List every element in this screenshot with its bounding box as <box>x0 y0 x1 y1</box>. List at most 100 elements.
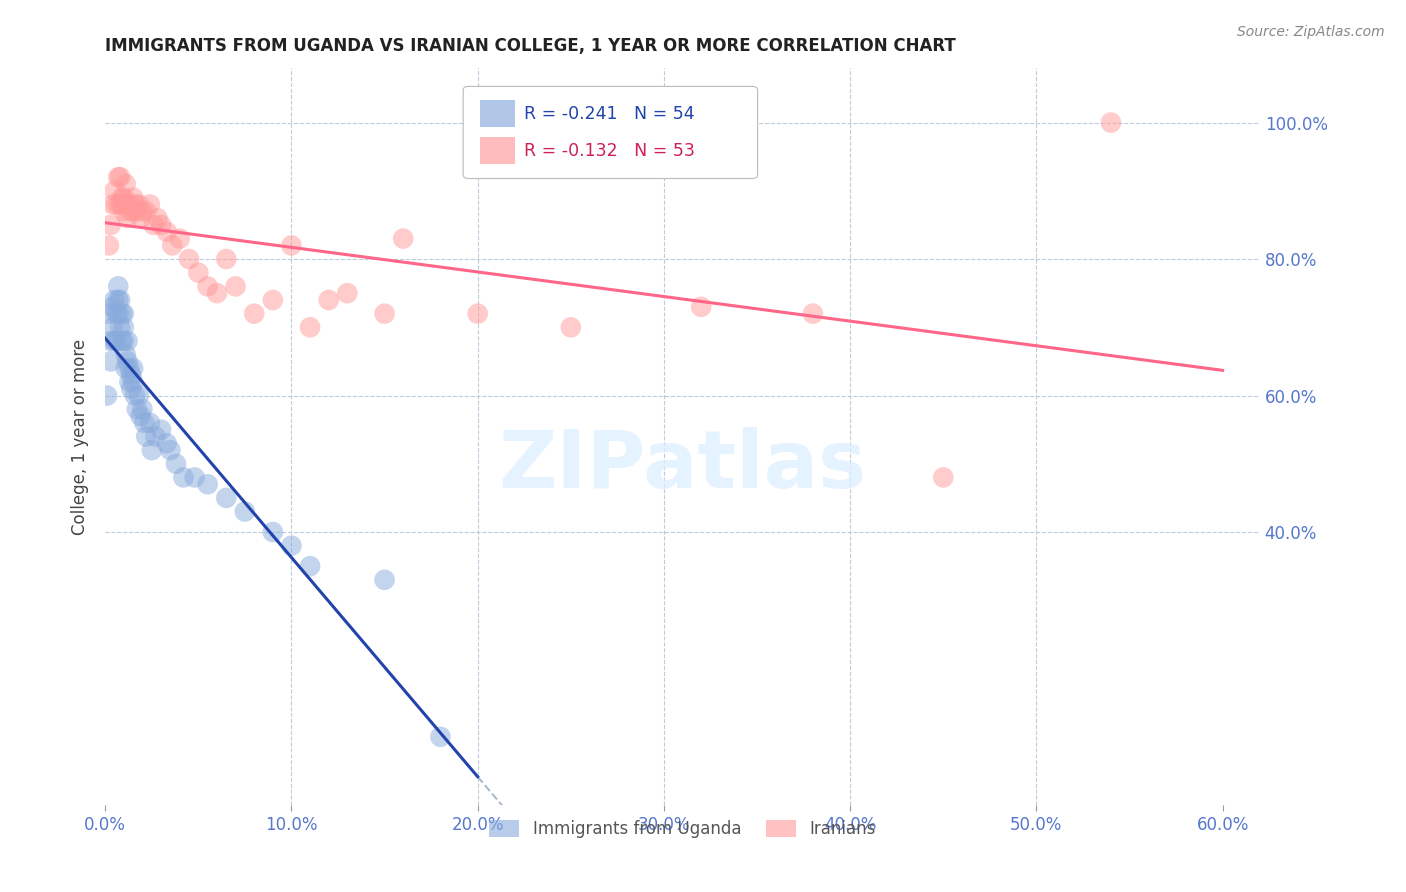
Point <box>111 334 134 348</box>
Point <box>159 443 181 458</box>
Point <box>243 307 266 321</box>
Point <box>131 204 153 219</box>
Point <box>118 197 141 211</box>
Legend: Immigrants from Uganda, Iranians: Immigrants from Uganda, Iranians <box>482 814 883 845</box>
Point <box>336 286 359 301</box>
Point <box>101 300 124 314</box>
Point <box>112 320 135 334</box>
Point <box>112 204 135 219</box>
Point <box>205 286 228 301</box>
Point <box>150 423 173 437</box>
Point <box>114 361 136 376</box>
Point <box>118 375 141 389</box>
Point <box>105 307 128 321</box>
Point <box>122 191 145 205</box>
Point <box>111 191 134 205</box>
Point <box>101 320 124 334</box>
Point <box>108 293 131 307</box>
Point <box>135 429 157 443</box>
Bar <box>481 137 515 164</box>
Point <box>111 197 134 211</box>
Point <box>392 231 415 245</box>
Point <box>107 307 129 321</box>
Point <box>112 307 135 321</box>
Point <box>117 197 139 211</box>
Point <box>107 170 129 185</box>
Point <box>172 470 194 484</box>
Point <box>128 388 150 402</box>
Point <box>118 361 141 376</box>
Point <box>120 368 142 382</box>
Text: Source: ZipAtlas.com: Source: ZipAtlas.com <box>1237 25 1385 39</box>
Point <box>100 334 122 348</box>
FancyBboxPatch shape <box>463 87 758 178</box>
Point <box>299 559 322 574</box>
Point <box>932 470 955 484</box>
Point <box>125 204 148 219</box>
Point <box>107 293 129 307</box>
Point <box>124 197 146 211</box>
Point <box>103 334 125 348</box>
Point <box>262 524 284 539</box>
Point <box>215 491 238 505</box>
Point <box>1099 115 1122 129</box>
Point <box>124 388 146 402</box>
Point <box>107 279 129 293</box>
Point <box>262 293 284 307</box>
Point <box>114 348 136 362</box>
Point <box>280 238 302 252</box>
Point <box>197 279 219 293</box>
Point <box>139 416 162 430</box>
Point <box>122 204 145 219</box>
Point <box>215 252 238 266</box>
Point <box>131 402 153 417</box>
Point <box>150 218 173 232</box>
Point <box>112 334 135 348</box>
Point <box>97 238 120 252</box>
Point <box>105 334 128 348</box>
Point <box>165 457 187 471</box>
Point <box>112 191 135 205</box>
Point <box>134 416 156 430</box>
Point <box>156 436 179 450</box>
Text: IMMIGRANTS FROM UGANDA VS IRANIAN COLLEGE, 1 YEAR OR MORE CORRELATION CHART: IMMIGRANTS FROM UGANDA VS IRANIAN COLLEG… <box>105 37 956 55</box>
Point <box>103 293 125 307</box>
Point <box>128 197 150 211</box>
Point <box>114 177 136 191</box>
Point <box>100 354 122 368</box>
Point <box>100 218 122 232</box>
Point <box>129 211 152 226</box>
Point <box>156 225 179 239</box>
Point <box>117 211 139 226</box>
Point <box>169 231 191 245</box>
Point <box>183 470 205 484</box>
Point <box>103 184 125 198</box>
Point <box>117 354 139 368</box>
Point <box>101 197 124 211</box>
Point <box>225 279 247 293</box>
Text: R = -0.132   N = 53: R = -0.132 N = 53 <box>524 142 695 160</box>
Text: R = -0.241   N = 54: R = -0.241 N = 54 <box>524 104 695 123</box>
Point <box>690 300 713 314</box>
Point <box>145 429 167 443</box>
Point <box>177 252 200 266</box>
Point <box>97 307 120 321</box>
Bar <box>481 101 515 127</box>
Point <box>187 266 209 280</box>
Point <box>108 170 131 185</box>
Point <box>129 409 152 423</box>
Y-axis label: College, 1 year or more: College, 1 year or more <box>72 338 89 534</box>
Point <box>122 375 145 389</box>
Point <box>122 361 145 376</box>
Point <box>125 402 148 417</box>
Point <box>318 293 340 307</box>
Point <box>96 388 118 402</box>
Point <box>142 218 165 232</box>
Text: ZIPatlas: ZIPatlas <box>498 427 866 505</box>
Point <box>801 307 824 321</box>
Point <box>560 320 582 334</box>
Point <box>120 204 142 219</box>
Point <box>299 320 322 334</box>
Point <box>162 238 184 252</box>
Point <box>135 204 157 219</box>
